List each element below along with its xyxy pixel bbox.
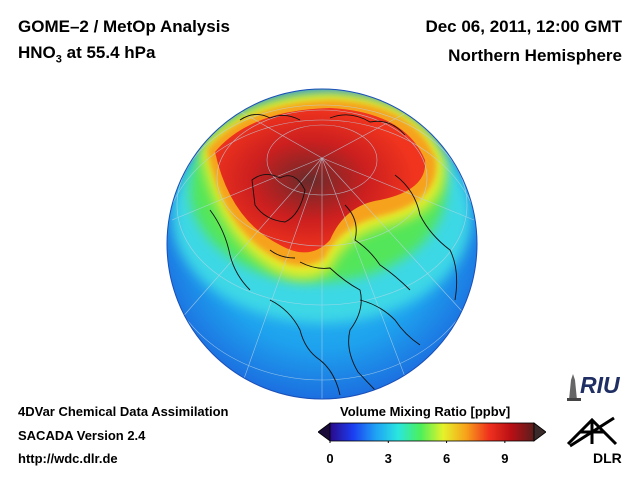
dlr-cross-icon (566, 416, 618, 448)
species-prefix: HNO (18, 43, 56, 62)
species-label: HNO3 at 55.4 hPa (18, 43, 155, 65)
colorbar-gradient (329, 422, 535, 442)
riu-tower-icon (567, 374, 581, 401)
chart-title: GOME–2 / MetOp Analysis (18, 17, 230, 36)
colorbar-left-arrow (318, 422, 331, 442)
colorbar-title: Volume Mixing Ratio [ppbv] (340, 404, 511, 419)
region-label: Northern Hemisphere (448, 46, 622, 65)
method-label: 4DVar Chemical Data Assimilation (18, 404, 229, 419)
colorbar (318, 422, 546, 443)
datetime-label: Dec 06, 2011, 12:00 GMT (425, 17, 622, 36)
colorbar-right-arrow (533, 422, 546, 442)
coastlines (209, 114, 458, 396)
version-label: SACADA Version 2.4 (18, 428, 146, 443)
url-link[interactable]: http://wdc.dlr.de (18, 451, 118, 466)
riu-logo-text: RIU (580, 372, 620, 398)
colorbar-tick-label: 3 (384, 451, 392, 466)
graticule (167, 99, 477, 399)
species-suffix: at 55.4 hPa (61, 43, 156, 62)
dlr-logo-text: DLR (593, 450, 622, 466)
species-subscript: 3 (55, 53, 62, 66)
colorbar-tick-label: 0 (326, 451, 334, 466)
colorbar-tick-label: 9 (501, 451, 509, 466)
colorbar-tick-label: 6 (442, 451, 451, 466)
